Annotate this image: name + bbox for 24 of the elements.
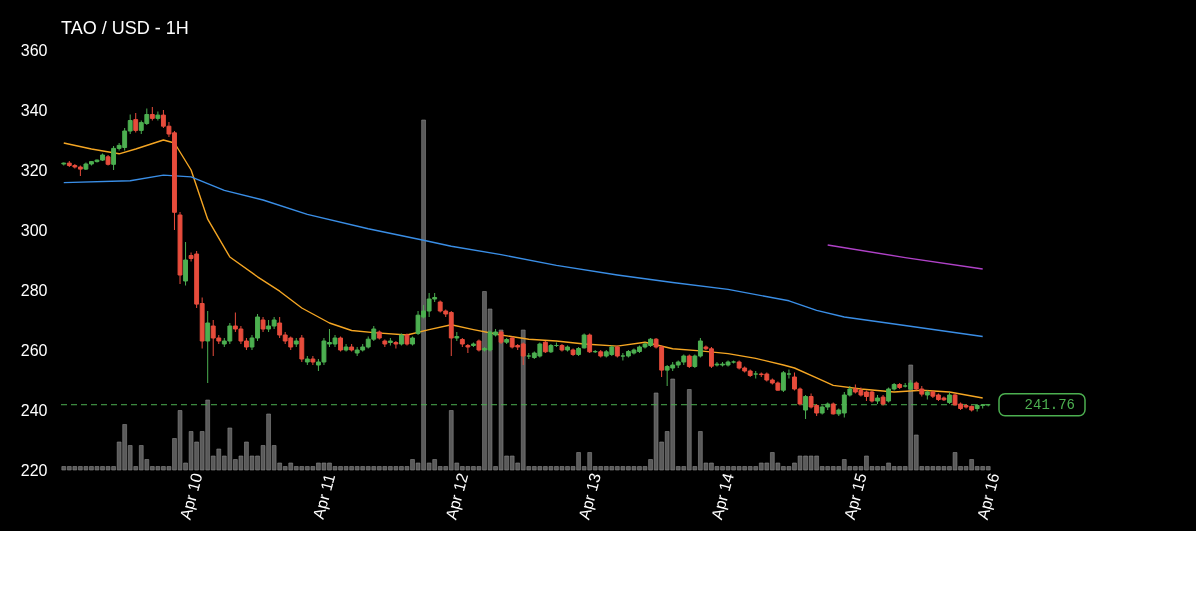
candlestick <box>133 112 139 133</box>
candlestick <box>465 343 471 354</box>
x-tick-label: Apr 15 <box>841 471 870 522</box>
x-tick-label: Apr 11 <box>309 471 339 521</box>
y-tick-label: 320 <box>20 161 48 179</box>
y-tick-label: 280 <box>20 281 48 299</box>
y-tick-label: 340 <box>20 101 48 119</box>
y-tick-label: 360 <box>20 41 48 59</box>
ref-line-label: 241.76 <box>1024 396 1075 413</box>
candlestick <box>803 394 808 420</box>
x-tick-label: Apr 10 <box>176 471 206 522</box>
x-tick-label: Apr 14 <box>708 471 737 522</box>
candlestick <box>393 340 399 349</box>
y-tick-label: 260 <box>20 341 48 359</box>
candlestick <box>299 334 305 363</box>
chart-title: TAO / USD - 1H <box>61 18 189 38</box>
y-tick-label: 300 <box>20 221 48 239</box>
x-tick-label: Apr 12 <box>442 471 472 522</box>
x-tick-label: Apr 13 <box>575 471 605 522</box>
x-tick-label: Apr 16 <box>973 471 1003 522</box>
y-tick-label: 220 <box>20 461 48 479</box>
y-tick-label: 240 <box>20 401 48 419</box>
candlestick <box>183 241 188 286</box>
candlestick <box>205 310 211 384</box>
